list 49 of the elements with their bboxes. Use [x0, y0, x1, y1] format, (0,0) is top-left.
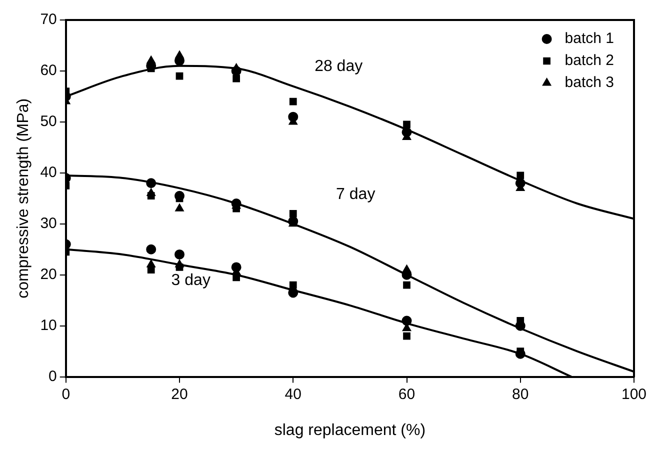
y-tick-label: 60	[40, 62, 57, 80]
point	[176, 264, 184, 271]
point	[146, 244, 156, 254]
point	[515, 348, 526, 359]
point	[288, 112, 298, 122]
legend-label: batch 3	[564, 74, 614, 92]
point	[174, 249, 185, 260]
x-tick-label: 100	[621, 386, 647, 403]
y-tick-label: 30	[40, 215, 57, 232]
x-tick-label: 0	[62, 386, 70, 403]
point	[515, 320, 526, 331]
legend-label: batch 1	[564, 30, 614, 48]
point	[232, 74, 240, 82]
y-tick-label: 50	[40, 113, 57, 130]
point	[147, 192, 155, 200]
x-tick-label: 60	[398, 386, 416, 403]
x-axis-title: slag replacement (%)	[274, 422, 426, 439]
y-tick-label: 40	[40, 164, 57, 182]
x-tick-label: 20	[171, 386, 188, 403]
point	[174, 190, 185, 201]
point	[175, 204, 184, 212]
point	[515, 178, 526, 188]
point	[289, 281, 297, 289]
y-tick-label: 10	[40, 316, 57, 334]
point	[288, 288, 298, 298]
point	[231, 198, 242, 208]
point	[403, 120, 410, 128]
point	[402, 127, 412, 138]
point	[146, 178, 156, 188]
point	[176, 72, 184, 80]
annotation: 3 day	[171, 272, 210, 289]
point	[289, 210, 297, 218]
point	[402, 316, 412, 326]
point	[231, 262, 242, 272]
annotation: 28 day	[314, 58, 363, 75]
legend-label: batch 2	[564, 52, 614, 70]
annotation: 7 day	[336, 186, 376, 204]
point	[289, 98, 297, 106]
y-tick-label: 20	[40, 266, 57, 283]
x-tick-label: 80	[512, 386, 529, 403]
point	[403, 332, 410, 340]
y-tick-label: 0	[48, 368, 57, 385]
y-tick-label: 70	[40, 11, 57, 28]
point	[516, 172, 524, 180]
point	[231, 66, 242, 76]
y-axis-title: compressive strength (MPa)	[15, 98, 32, 298]
x-tick-label: 40	[284, 386, 302, 403]
point	[147, 266, 155, 274]
point	[403, 281, 410, 289]
